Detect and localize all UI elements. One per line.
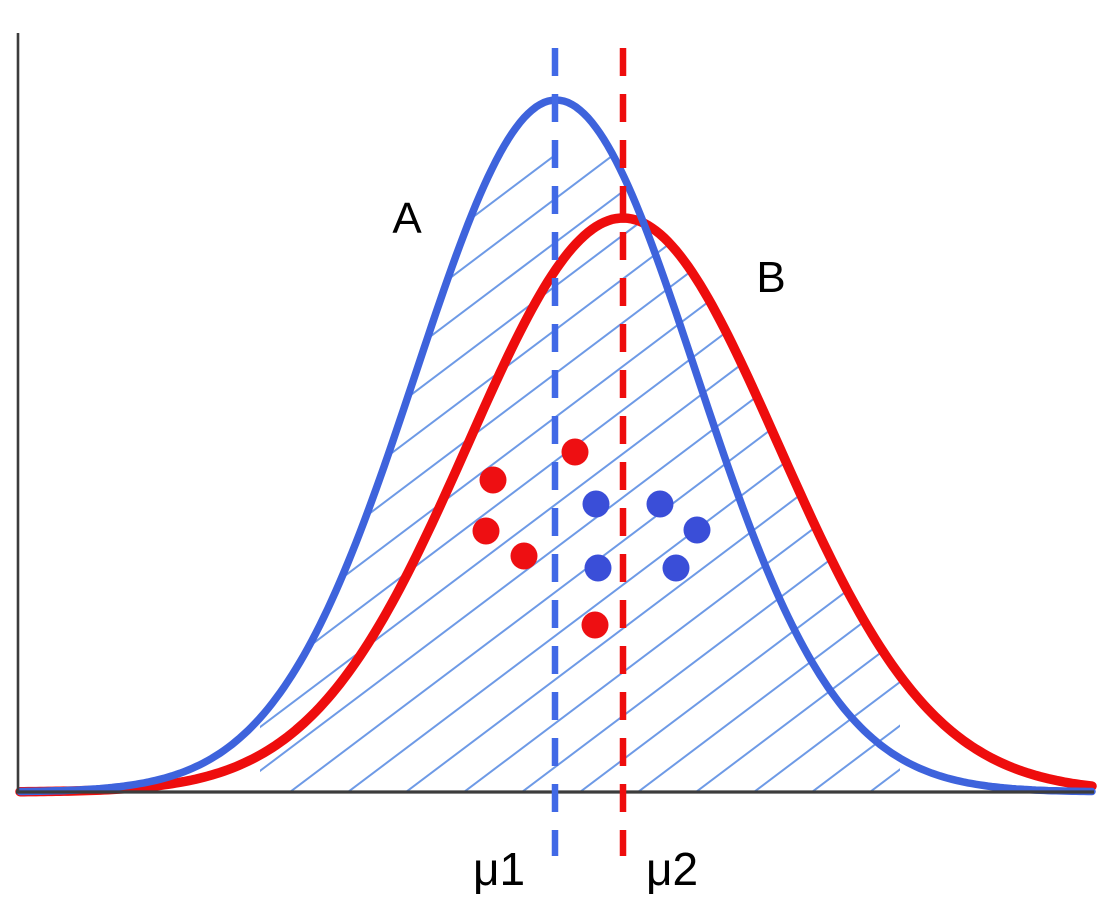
curve-a-label: A	[392, 194, 422, 243]
hatch-line	[260, 153, 673, 792]
curve-b-label: B	[756, 253, 786, 302]
hatch-line	[807, 153, 900, 792]
hatch-line	[1098, 154, 1118, 795]
hatch-line	[575, 153, 900, 792]
blue-data-point	[646, 490, 674, 518]
red-data-point	[561, 438, 589, 466]
blue-data-point	[584, 554, 612, 582]
hatch-line	[343, 153, 900, 792]
blue-data-point	[582, 490, 610, 518]
hatch-line	[517, 153, 900, 792]
hatch-line	[260, 153, 900, 792]
hatch-line	[0, 154, 208, 795]
blue-data-point	[683, 516, 711, 544]
red-data-point	[581, 611, 609, 639]
hatch-line	[1040, 154, 1118, 795]
hatch-line	[260, 153, 441, 792]
hatch-line	[260, 153, 900, 792]
hatch-line	[285, 153, 900, 792]
mu2-label: μ2	[645, 843, 699, 895]
curve-b	[15, 213, 1097, 797]
hatch-line	[691, 153, 900, 792]
hatch-line	[260, 153, 847, 792]
hatch-line	[260, 153, 267, 792]
hatch-line	[982, 154, 1118, 795]
hatch-line	[633, 153, 900, 792]
blue-data-point	[662, 554, 690, 582]
overlap-hatching	[0, 153, 1118, 795]
hatch-line	[865, 153, 900, 792]
hatch-line	[260, 153, 900, 792]
mu1-label: μ1	[472, 843, 526, 895]
hatch-line	[749, 153, 900, 792]
hatch-line	[0, 154, 150, 795]
red-data-point	[510, 542, 538, 570]
hatch-line	[260, 153, 615, 792]
hatch-line	[260, 153, 499, 792]
red-data-point	[472, 517, 500, 545]
hatch-line	[924, 154, 1118, 795]
red-data-point	[479, 466, 507, 494]
